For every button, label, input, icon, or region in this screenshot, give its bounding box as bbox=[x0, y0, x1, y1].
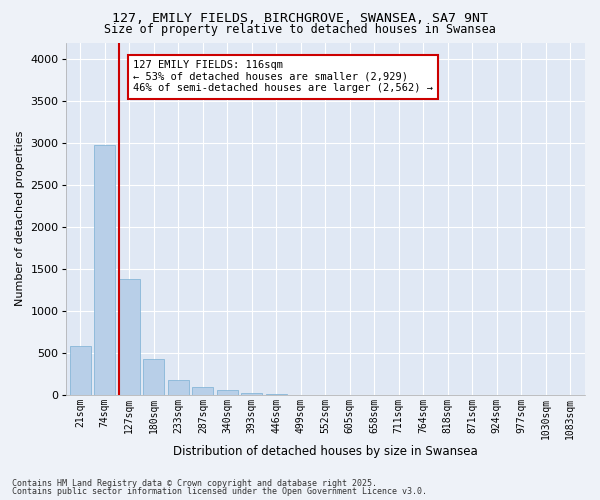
Bar bbox=[217, 390, 238, 395]
Bar bbox=[119, 279, 140, 395]
Text: 127, EMILY FIELDS, BIRCHGROVE, SWANSEA, SA7 9NT: 127, EMILY FIELDS, BIRCHGROVE, SWANSEA, … bbox=[112, 12, 488, 26]
Y-axis label: Number of detached properties: Number of detached properties bbox=[15, 131, 25, 306]
Bar bbox=[143, 359, 164, 395]
Text: Contains HM Land Registry data © Crown copyright and database right 2025.: Contains HM Land Registry data © Crown c… bbox=[12, 479, 377, 488]
Bar bbox=[241, 392, 262, 395]
X-axis label: Distribution of detached houses by size in Swansea: Distribution of detached houses by size … bbox=[173, 444, 478, 458]
Text: 127 EMILY FIELDS: 116sqm
← 53% of detached houses are smaller (2,929)
46% of sem: 127 EMILY FIELDS: 116sqm ← 53% of detach… bbox=[133, 60, 433, 94]
Bar bbox=[70, 346, 91, 395]
Text: Size of property relative to detached houses in Swansea: Size of property relative to detached ho… bbox=[104, 22, 496, 36]
Text: Contains public sector information licensed under the Open Government Licence v3: Contains public sector information licen… bbox=[12, 487, 427, 496]
Bar bbox=[168, 380, 189, 395]
Bar bbox=[94, 145, 115, 395]
Bar bbox=[266, 394, 287, 395]
Bar bbox=[193, 386, 213, 395]
